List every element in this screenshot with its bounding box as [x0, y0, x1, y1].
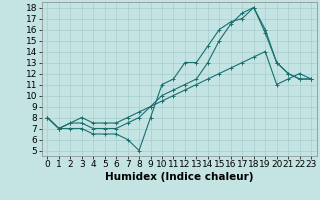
- X-axis label: Humidex (Indice chaleur): Humidex (Indice chaleur): [105, 172, 253, 182]
